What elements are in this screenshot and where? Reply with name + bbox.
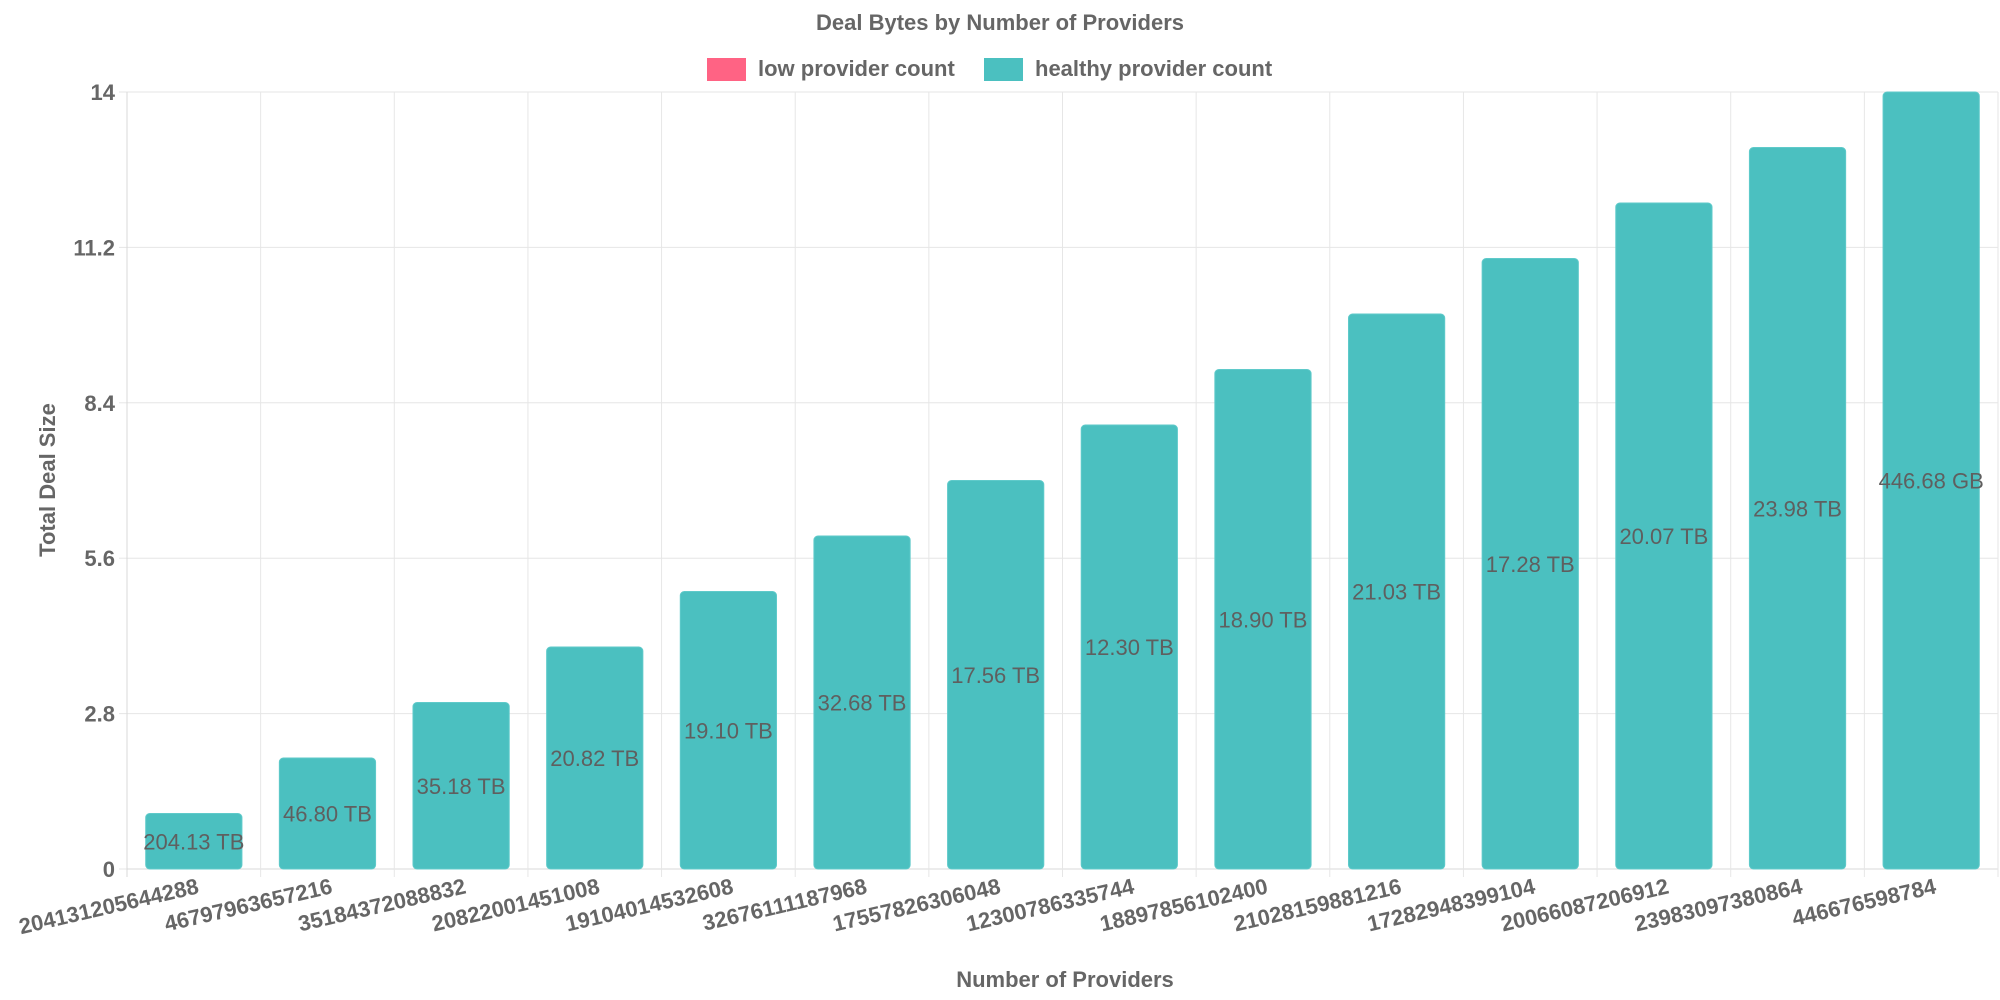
x-tick-label: 446676598784 <box>1790 873 1939 931</box>
bar-data-label: 17.28 TB <box>1486 552 1575 577</box>
x-axis-title: Number of Providers <box>956 967 1174 992</box>
bar[interactable] <box>813 535 911 870</box>
bar-data-label: 17.56 TB <box>951 663 1040 688</box>
legend: low provider count healthy provider coun… <box>707 56 1273 81</box>
bar[interactable] <box>1882 91 1980 870</box>
y-axis-ticks: 0 2.8 5.6 8.4 11.2 14 <box>73 80 115 882</box>
bar[interactable] <box>1481 258 1579 870</box>
bar[interactable] <box>1347 313 1446 870</box>
bar-data-label: 204.13 TB <box>143 829 244 854</box>
legend-label-low[interactable]: low provider count <box>758 56 955 81</box>
bar[interactable] <box>1080 424 1178 870</box>
bar-data-label: 18.90 TB <box>1219 607 1308 632</box>
bar-data-label: 32.68 TB <box>818 691 907 716</box>
bar[interactable] <box>546 646 644 870</box>
legend-label-healthy[interactable]: healthy provider count <box>1035 56 1273 81</box>
y-tick-label: 8.4 <box>84 391 115 416</box>
bar-data-label: 20.07 TB <box>1619 524 1708 549</box>
bar[interactable] <box>947 480 1045 870</box>
y-tick-label: 5.6 <box>84 546 115 571</box>
y-axis-title: Total Deal Size <box>35 403 60 557</box>
chart-title: Deal Bytes by Number of Providers <box>816 10 1184 35</box>
bar-data-label: 46.80 TB <box>283 802 372 827</box>
y-tick-label: 14 <box>91 80 116 105</box>
bar[interactable] <box>1615 202 1713 870</box>
bars <box>145 91 1980 870</box>
bar-data-label: 20.82 TB <box>550 746 639 771</box>
legend-swatch-low[interactable] <box>707 58 746 81</box>
bar-data-label: 21.03 TB <box>1352 580 1441 605</box>
bar-data-label: 12.30 TB <box>1085 635 1174 660</box>
bar[interactable] <box>679 591 778 870</box>
y-tick-label: 11.2 <box>73 235 115 260</box>
x-axis-ticks: 2041312056442884679796365721635184372088… <box>16 873 1939 939</box>
bar-data-label: 23.98 TB <box>1753 496 1842 521</box>
bar[interactable] <box>1748 147 1847 870</box>
bar[interactable] <box>145 813 243 870</box>
bar-data-label: 35.18 TB <box>417 774 506 799</box>
grid-lines <box>119 91 1999 877</box>
legend-swatch-healthy[interactable] <box>984 58 1023 81</box>
y-tick-label: 0 <box>103 857 115 882</box>
bar[interactable] <box>412 702 510 870</box>
bar-data-label: 19.10 TB <box>684 718 773 743</box>
bar[interactable] <box>1214 369 1312 870</box>
bar[interactable] <box>278 757 377 870</box>
bar-data-label: 446.68 GB <box>1879 469 1984 494</box>
y-tick-label: 2.8 <box>84 702 115 727</box>
data-labels: 204.13 TB 46.80 TB 35.18 TB 20.82 TB 19.10 T… <box>143 469 1984 855</box>
